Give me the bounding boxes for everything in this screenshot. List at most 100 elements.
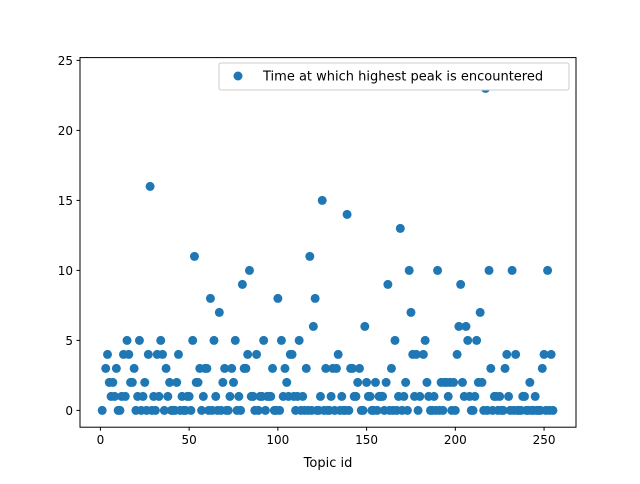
x-axis-label: Topic id <box>303 456 353 471</box>
data-point <box>273 293 283 303</box>
data-point <box>266 391 276 401</box>
data-point <box>449 377 459 387</box>
data-point <box>197 405 207 415</box>
data-point <box>253 405 263 415</box>
data-point <box>475 307 485 317</box>
data-point <box>220 363 230 373</box>
data-point <box>383 279 393 289</box>
data-point <box>244 265 254 275</box>
data-point <box>468 405 478 415</box>
data-point <box>372 405 382 415</box>
data-point <box>110 391 120 401</box>
data-point <box>276 335 286 345</box>
y-tick-label: 25 <box>58 54 73 68</box>
data-point <box>507 265 517 275</box>
data-point <box>539 349 549 359</box>
data-point <box>438 405 448 415</box>
data-point <box>495 391 505 401</box>
data-point <box>154 391 164 401</box>
data-point <box>386 363 396 373</box>
data-point <box>358 405 368 415</box>
data-point <box>370 377 380 387</box>
axis-ticks-layer: 0 50 100 150 200 250 0 5 10 15 20 25 <box>58 54 556 447</box>
legend: Time at which highest peak is encountere… <box>218 62 570 91</box>
data-point <box>163 391 173 401</box>
data-point <box>193 377 203 387</box>
data-point <box>227 363 237 373</box>
data-point <box>165 377 175 387</box>
data-point <box>504 391 514 401</box>
data-point <box>351 391 361 401</box>
data-point <box>189 251 199 261</box>
data-point <box>211 391 221 401</box>
data-point <box>333 349 343 359</box>
data-point <box>452 349 462 359</box>
data-point <box>399 391 409 401</box>
data-point <box>145 181 155 191</box>
data-point <box>198 391 208 401</box>
data-point <box>525 377 535 387</box>
data-points-layer <box>97 69 558 415</box>
data-point <box>477 377 487 387</box>
data-point <box>268 363 278 373</box>
data-point <box>301 363 311 373</box>
data-point <box>360 321 370 331</box>
data-point <box>498 405 508 415</box>
data-point <box>241 363 251 373</box>
legend-box <box>218 62 570 91</box>
data-point <box>470 391 480 401</box>
data-point <box>381 377 391 387</box>
data-point <box>275 405 285 415</box>
data-point <box>260 405 270 415</box>
data-point <box>161 363 171 373</box>
data-point <box>511 349 521 359</box>
data-point <box>422 377 432 387</box>
data-point <box>321 363 331 373</box>
data-point <box>418 349 428 359</box>
data-point <box>124 349 134 359</box>
data-point <box>173 349 183 359</box>
data-point <box>184 391 194 401</box>
data-point <box>280 363 290 373</box>
data-point <box>305 251 315 261</box>
x-tick-label: 250 <box>533 433 556 447</box>
data-point <box>331 363 341 373</box>
data-point <box>158 349 168 359</box>
data-point <box>537 363 547 373</box>
data-point <box>159 405 169 415</box>
data-point <box>310 293 320 303</box>
data-point <box>472 335 482 345</box>
data-point <box>353 377 363 387</box>
x-tick-label: 200 <box>444 433 467 447</box>
data-point <box>218 377 228 387</box>
data-point <box>120 391 130 401</box>
data-point <box>520 391 530 401</box>
data-point <box>230 335 240 345</box>
data-point <box>502 349 512 359</box>
data-point <box>129 363 139 373</box>
data-point <box>500 363 510 373</box>
data-point <box>294 335 304 345</box>
data-point <box>484 265 494 275</box>
data-point <box>229 377 238 387</box>
data-point <box>202 363 212 373</box>
data-point <box>546 349 556 359</box>
x-tick-label: 0 <box>97 433 105 447</box>
data-point <box>97 405 107 415</box>
y-tick-label: 5 <box>65 334 73 348</box>
data-point <box>402 405 412 415</box>
data-point <box>461 321 471 331</box>
data-point <box>548 405 558 415</box>
data-point <box>390 335 400 345</box>
data-point <box>530 391 540 401</box>
legend-marker <box>233 71 243 81</box>
data-point <box>326 391 336 401</box>
data-point <box>209 335 219 345</box>
data-point <box>234 391 244 401</box>
data-point <box>188 335 198 345</box>
data-point <box>415 391 425 401</box>
data-point <box>443 391 453 401</box>
data-point <box>308 321 318 331</box>
